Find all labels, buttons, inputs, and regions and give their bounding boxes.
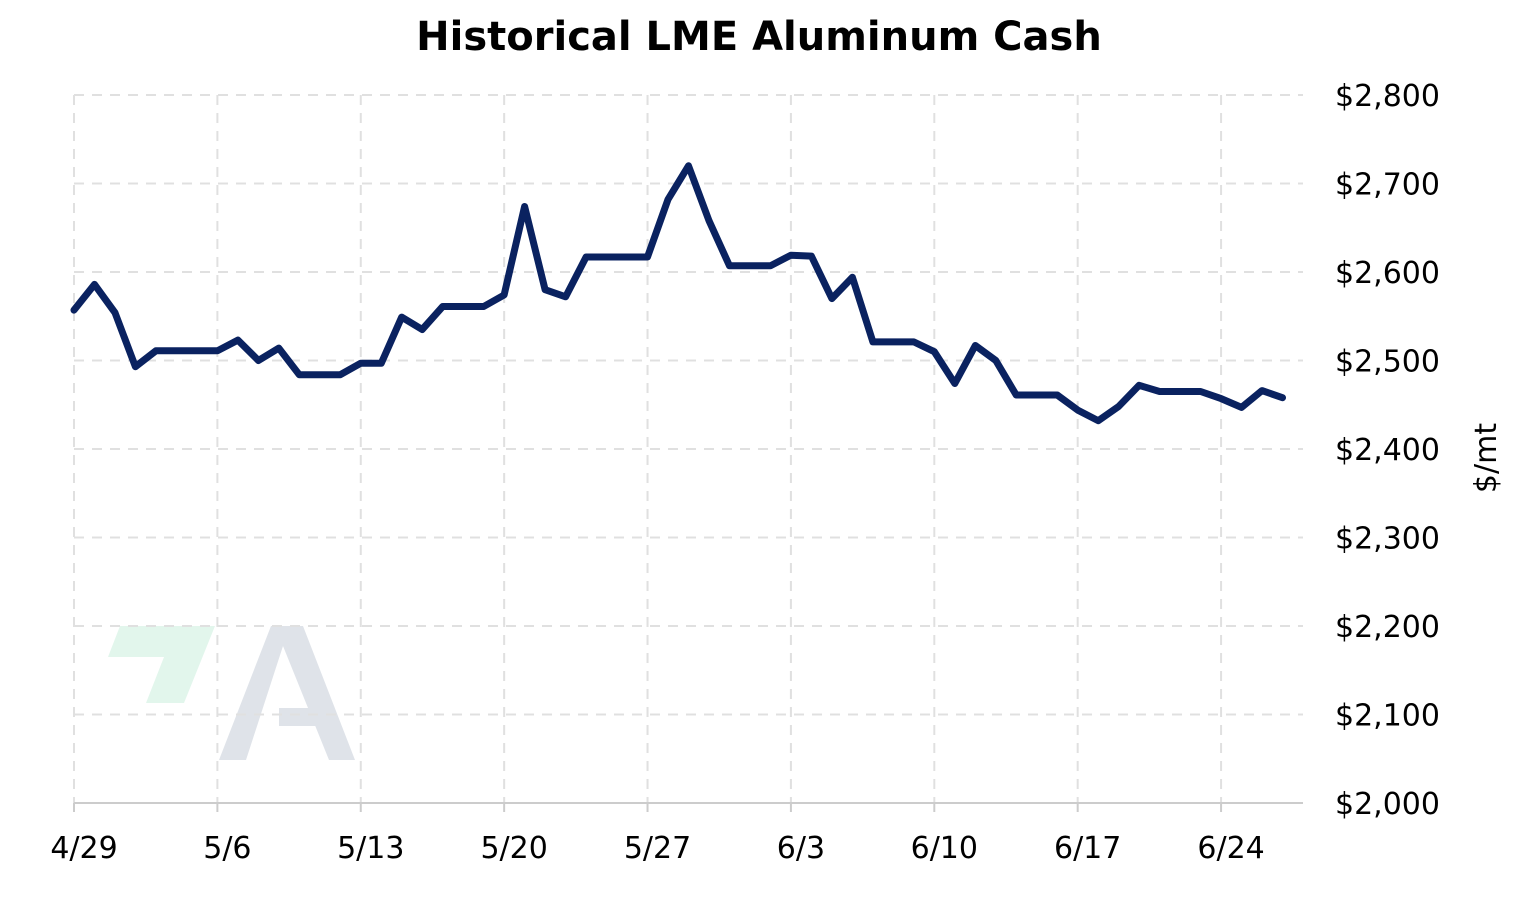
- y-tick-label: $2,100: [1335, 699, 1440, 734]
- x-tick-label: 5/13: [337, 831, 404, 866]
- watermark-logo: [108, 626, 355, 760]
- y-axis-title: $/mt: [1469, 423, 1504, 493]
- x-tick-label: 6/24: [1197, 831, 1264, 866]
- y-axis: $2,000 $2,100 $2,200 $2,300 $2,400 $2,500 $2,6…: [1335, 79, 1440, 822]
- logo-letter-a-shape: [219, 626, 355, 760]
- x-tick-label: 6/3: [777, 831, 825, 866]
- y-tick-label: $2,300: [1335, 522, 1440, 557]
- y-tick-label: $2,200: [1335, 610, 1440, 645]
- x-tick-label: 5/27: [624, 831, 691, 866]
- chart-title: Historical LME Aluminum Cash: [416, 14, 1102, 60]
- x-tick-label: 5/6: [203, 831, 251, 866]
- gridlines: [73, 94, 1303, 803]
- y-tick-label: $2,800: [1335, 79, 1440, 114]
- x-tick-label: 4/29: [50, 831, 117, 866]
- x-tick-label: 6/10: [911, 831, 978, 866]
- y-tick-label: $2,600: [1335, 256, 1440, 291]
- logo-accent-shape: [108, 626, 215, 703]
- y-tick-label: $2,400: [1335, 433, 1440, 468]
- y-tick-label: $2,500: [1335, 345, 1440, 380]
- x-tick-label: 6/17: [1054, 831, 1121, 866]
- y-tick-label: $2,700: [1335, 168, 1440, 203]
- x-tick-label: 5/20: [480, 831, 547, 866]
- logo-crossbar: [279, 708, 319, 726]
- series-line: [70, 162, 1286, 425]
- y-tick-label: $2,000: [1335, 787, 1440, 822]
- x-axis: 4/29 5/6 5/13 5/20 5/27 6/3 6/10 6/17 6/24: [50, 802, 1303, 866]
